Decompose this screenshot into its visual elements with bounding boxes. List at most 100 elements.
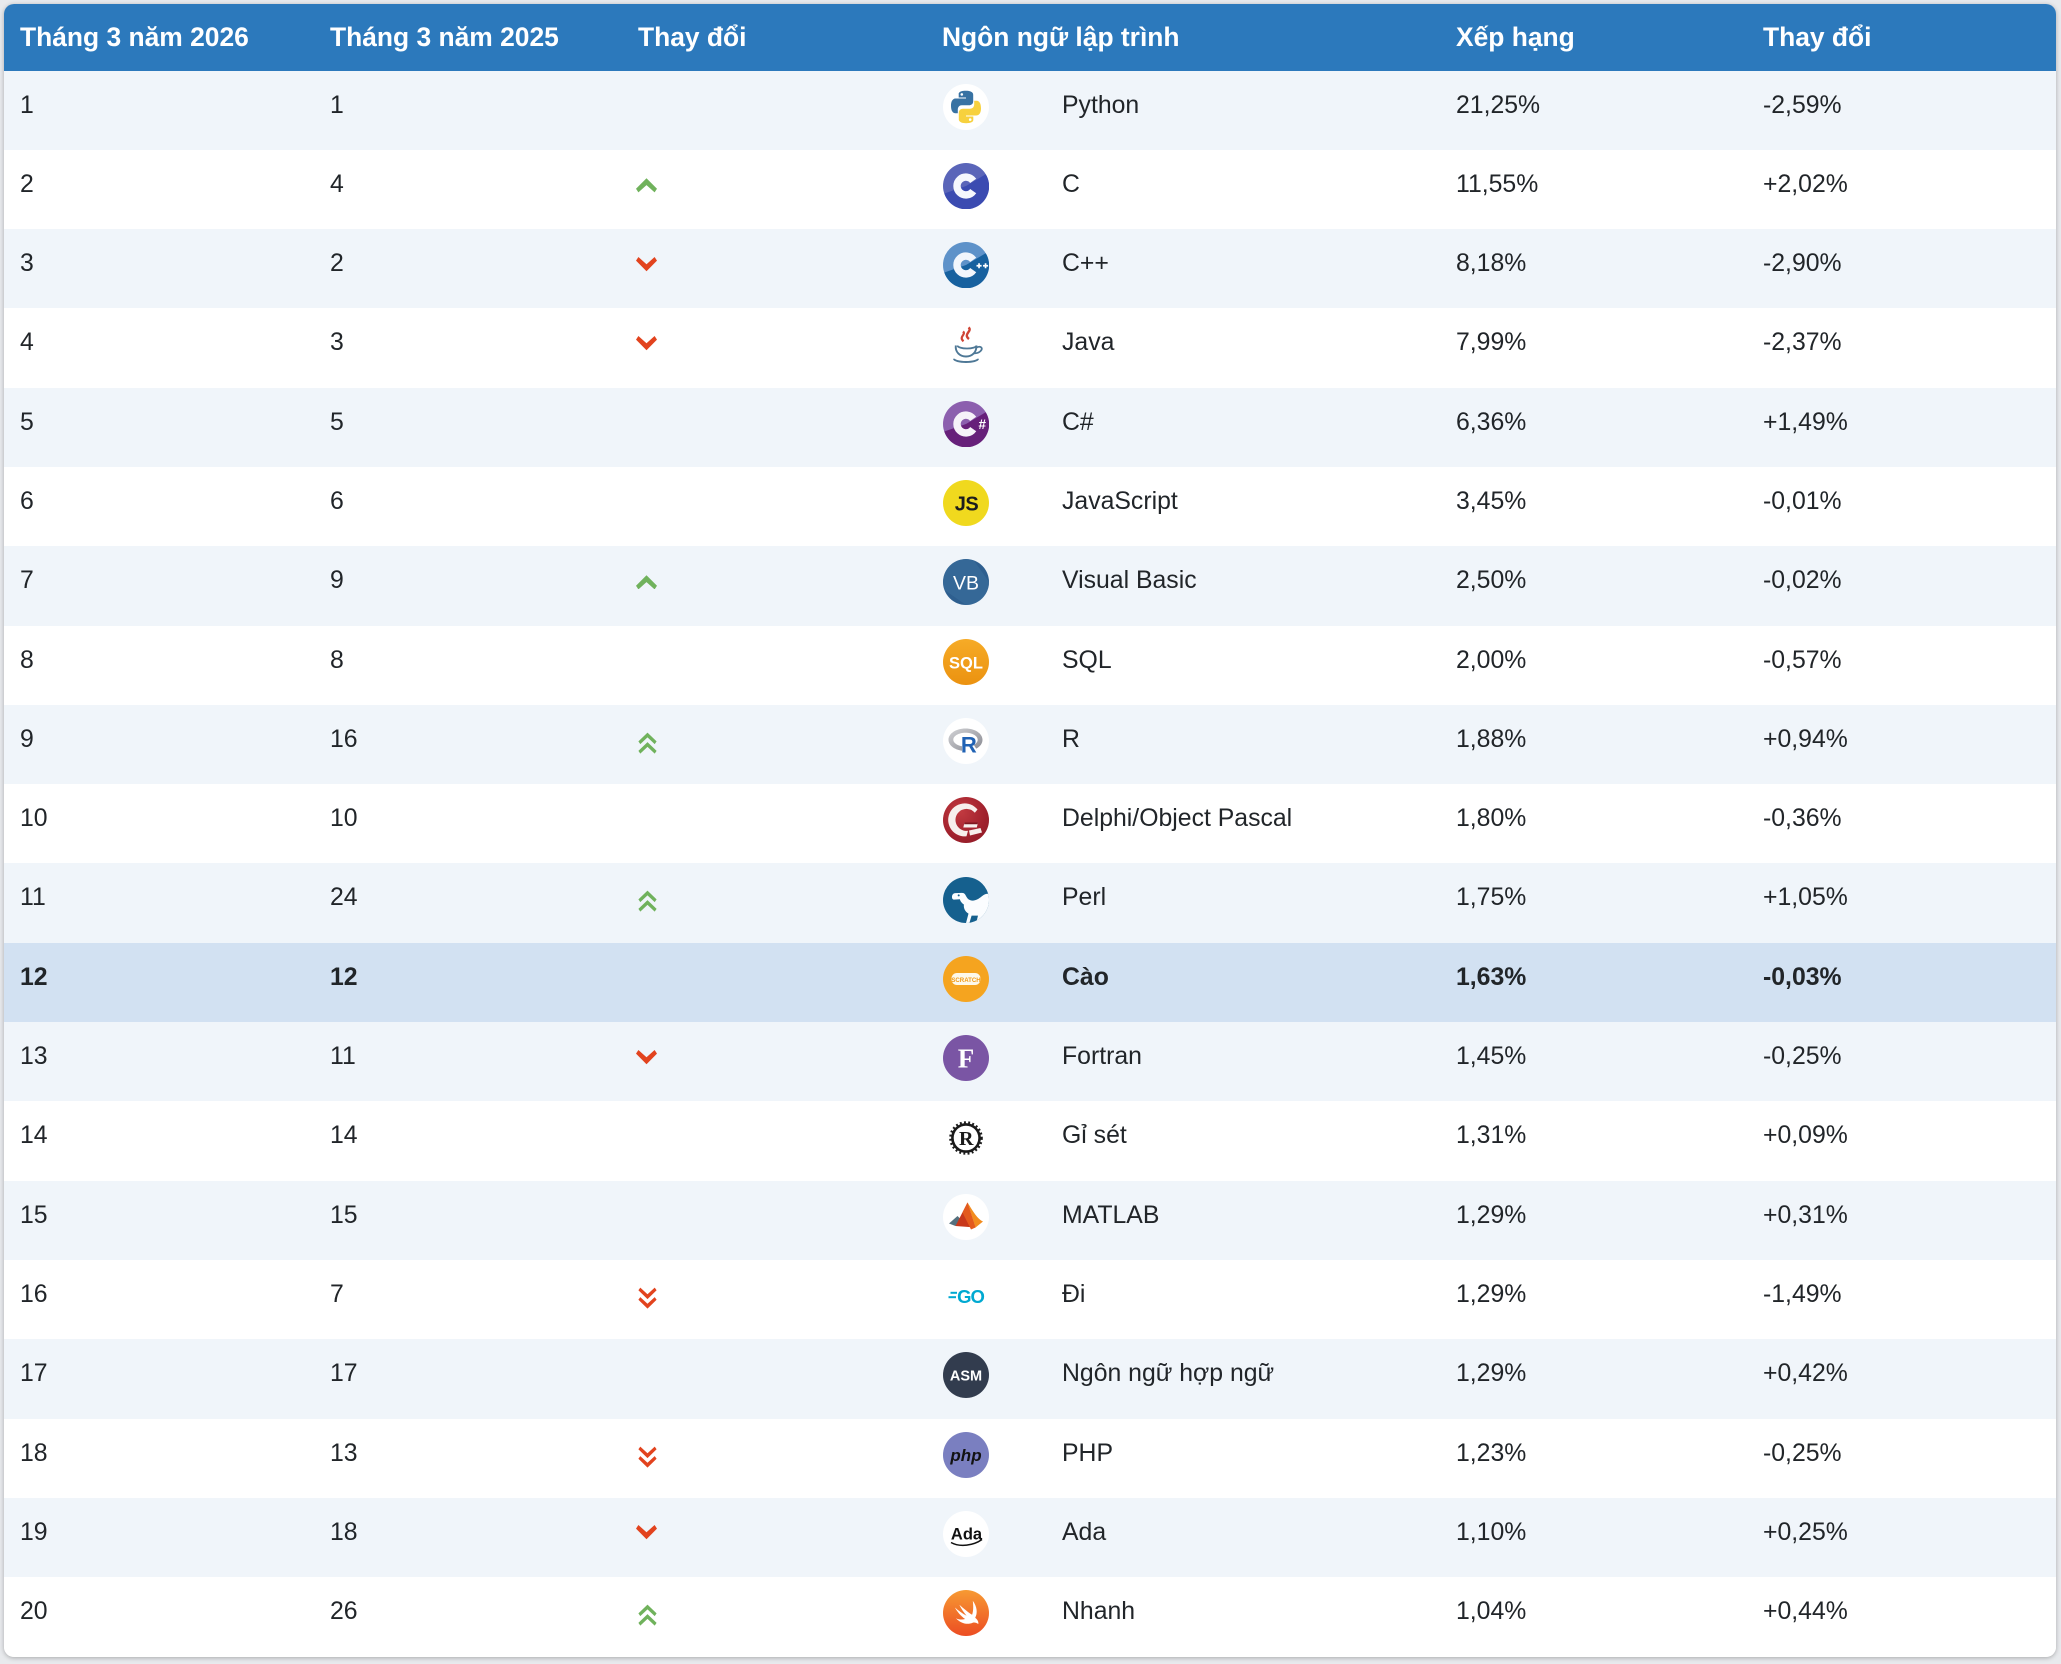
up-arrow-icon: [636, 178, 657, 193]
up-arrow-icon: [636, 574, 657, 590]
rating-cell: 1,29%: [1456, 1201, 1527, 1229]
prev-rank-cell: 13: [330, 1439, 358, 1467]
delta-cell: +1,05%: [1763, 884, 1848, 912]
language-name: Visual Basic: [1062, 567, 1197, 595]
language-name: Delphi/Object Pascal: [1062, 805, 1293, 833]
change-arrow-cell: [622, 705, 926, 784]
change-arrow-cell: [622, 626, 926, 705]
prev-rank-cell: 17: [330, 1360, 358, 1388]
rank-cell: 17: [20, 1360, 48, 1388]
down-arrow-icon: [636, 256, 657, 271]
svg-text:R: R: [958, 1128, 973, 1150]
table-row: 5 5 # C# 6,36% +1,49%: [4, 387, 2056, 467]
rating-cell: 1,63%: [1456, 963, 1527, 991]
double-down-arrow-icon: [638, 1446, 657, 1468]
svg-text:php: php: [949, 1446, 981, 1465]
rating-cell: 8,18%: [1456, 250, 1527, 278]
prev-rank-cell: 3: [330, 329, 344, 357]
language-name: Perl: [1062, 884, 1107, 912]
rank-cell: 19: [20, 1518, 48, 1546]
rating-cell: 21,25%: [1456, 91, 1541, 119]
delta-cell: -0,36%: [1763, 805, 1842, 833]
delphi-logo-icon: [942, 797, 989, 844]
language-cell: ASM Ngôn ngữ hợp ngữ: [926, 1339, 1440, 1418]
table-row: 4 3 Java 7,99% -2,37%: [4, 308, 2056, 388]
language-name: Python: [1062, 91, 1140, 119]
fortran-logo-icon: F: [942, 1035, 989, 1082]
language-cell: Java: [926, 308, 1440, 387]
language-name: Java: [1062, 329, 1115, 357]
rating-cell: 11,55%: [1456, 170, 1539, 198]
language-name: PHP: [1062, 1439, 1113, 1467]
rank-cell: 2: [20, 170, 34, 198]
column-header-3: Ngôn ngữ lập trình: [942, 22, 1180, 52]
tiobe-index-table: Tháng 3 năm 2026 Tháng 3 năm 2025 Thay đổi…: [4, 4, 2056, 1657]
language-cell: C++: [926, 229, 1440, 308]
language-name: C++: [1062, 250, 1109, 278]
change-arrow-cell: [622, 388, 926, 467]
language-cell: SQL SQL: [926, 626, 1440, 705]
column-header-4: Xếp hạng: [1456, 22, 1575, 52]
language-name: R: [1062, 725, 1080, 753]
rank-cell: 3: [20, 250, 34, 278]
table-row: 8 8 SQL SQL 2,00% -0,57%: [4, 625, 2056, 705]
table-header-row: Tháng 3 năm 2026 Tháng 3 năm 2025 Thay đổi…: [4, 4, 2056, 71]
delta-cell: +0,94%: [1763, 725, 1848, 753]
prev-rank-cell: 26: [330, 1598, 358, 1626]
change-arrow-cell: [622, 1577, 926, 1656]
column-header-5: Thay đổi: [1763, 22, 1872, 52]
change-arrow-cell: [622, 546, 926, 625]
rank-cell: 5: [20, 408, 34, 436]
java-logo-icon: [942, 321, 989, 368]
delta-cell: +0,31%: [1763, 1201, 1848, 1229]
prev-rank-cell: 1: [330, 91, 344, 119]
rating-cell: 3,45%: [1456, 487, 1527, 515]
prev-rank-cell: 9: [330, 567, 344, 595]
column-header-0: Tháng 3 năm 2026: [20, 22, 249, 52]
table-row: 18 13 php PHP 1,23% -0,25%: [4, 1418, 2056, 1498]
language-name: Gỉ sét: [1062, 1122, 1127, 1150]
rank-cell: 15: [20, 1201, 48, 1229]
rating-cell: 1,45%: [1456, 1043, 1527, 1071]
language-cell: MATLAB: [926, 1181, 1440, 1260]
prev-rank-cell: 6: [330, 487, 344, 515]
ada-logo-icon: Ada: [942, 1511, 989, 1558]
change-arrow-cell: [622, 1498, 926, 1577]
change-arrow-cell: [622, 1101, 926, 1180]
python-logo-icon: [942, 83, 989, 130]
down-arrow-icon: [636, 1049, 657, 1064]
rank-cell: 4: [20, 329, 34, 357]
swift-logo-icon: [942, 1590, 989, 1637]
table-row: 16 7 GO Đi 1,29% -1,49%: [4, 1259, 2056, 1340]
column-header-2: Thay đổi: [638, 22, 747, 52]
delta-cell: -0,25%: [1763, 1043, 1842, 1071]
language-cell: VB Visual Basic: [926, 546, 1440, 625]
svg-text:F: F: [957, 1044, 974, 1074]
rating-cell: 1,29%: [1456, 1360, 1527, 1388]
table-row: 20 26 Nhanh 1,04% +0,44%: [4, 1577, 2056, 1657]
language-cell: GO Đi: [926, 1260, 1440, 1339]
delta-cell: +0,09%: [1763, 1122, 1848, 1150]
language-name: SQL: [1062, 646, 1112, 674]
rating-cell: 1,04%: [1456, 1598, 1527, 1626]
down-arrow-icon: [636, 335, 657, 351]
delta-cell: -1,49%: [1763, 1280, 1842, 1308]
change-arrow-cell: [622, 467, 926, 546]
prev-rank-cell: 5: [330, 408, 344, 436]
change-arrow-cell: [622, 1339, 926, 1418]
prev-rank-cell: 16: [330, 725, 358, 753]
down-arrow-icon: [636, 1525, 657, 1540]
csharp-logo-icon: #: [942, 400, 989, 447]
language-cell: R Gỉ sét: [926, 1101, 1440, 1180]
cpp-logo-icon: [942, 242, 989, 289]
table-row: 9 16 R R 1,88% +0,94%: [4, 704, 2056, 785]
table-row: 7 9 VB Visual Basic 2,50% -0,02%: [4, 546, 2056, 626]
perl-logo-icon: [942, 876, 989, 923]
svg-text:VB: VB: [952, 573, 978, 595]
change-arrow-cell: [622, 863, 926, 942]
rank-cell: 11: [20, 884, 46, 912]
svg-text:Ada: Ada: [950, 1525, 982, 1543]
rank-cell: 20: [20, 1598, 48, 1626]
svg-text:#: #: [978, 417, 986, 432]
